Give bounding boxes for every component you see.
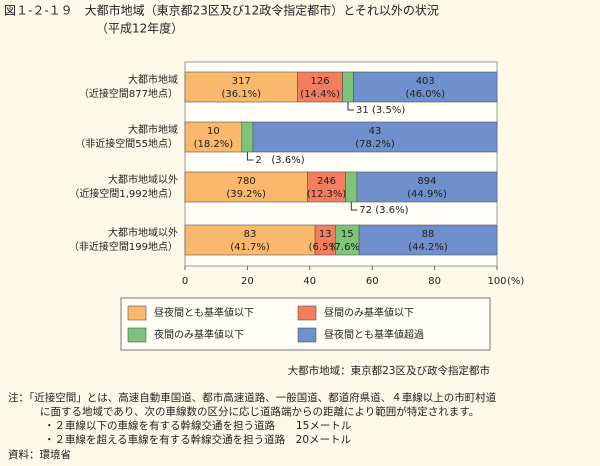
legend-label: 昼夜間とも基準値以下 — [154, 306, 254, 319]
callout-line — [347, 102, 355, 111]
count-label: 317 — [232, 76, 251, 87]
x-tick-label: 0 — [182, 276, 188, 287]
count-label: 780 — [237, 176, 256, 187]
bar-segment — [241, 121, 254, 153]
count-label: 13 — [319, 229, 332, 240]
legend-swatch — [127, 305, 147, 321]
count-label: 2 — [255, 155, 261, 166]
count-label: 72 — [359, 205, 372, 216]
footnote: 注：「近接空間」とは、高速自動車国道、都市高速道路、一般国道、都道府県道、４車線… — [8, 391, 497, 404]
y-tick-sublabel: （非近接空間55地点） — [75, 137, 178, 150]
legend-swatch — [297, 305, 317, 321]
value-label: (18.2%) — [194, 139, 234, 150]
bar-segment — [252, 121, 498, 153]
count-label: 126 — [311, 76, 330, 87]
y-tick-sublabel: （近接空間877地点） — [79, 87, 178, 100]
value-label: (3.5%) — [372, 105, 405, 116]
source: 資料：環境省 — [8, 448, 71, 461]
y-tick-sublabel: （非近接空間199地点） — [69, 240, 178, 253]
count-label: 403 — [416, 76, 435, 87]
value-label: (3.6%) — [375, 205, 408, 216]
legend-swatch — [127, 327, 147, 343]
value-label: (6.5%) — [309, 242, 342, 253]
value-label: (44.9%) — [407, 189, 447, 200]
count-label: 10 — [207, 126, 220, 137]
value-label: (12.3%) — [307, 189, 347, 200]
count-label: 31 — [356, 105, 369, 116]
value-label: (7.6%) — [331, 242, 364, 253]
y-tick-label: 大都市地域 — [128, 73, 178, 86]
legend-label: 夜間のみ基準値以下 — [154, 328, 244, 341]
x-tick-label: 80 — [428, 276, 441, 287]
bar-segment — [356, 171, 498, 203]
bar-segment — [345, 171, 358, 203]
value-label: (41.7%) — [230, 242, 270, 253]
bar-segment — [307, 171, 346, 203]
x-tick-label: 100 — [487, 276, 506, 287]
bar-segment — [184, 121, 243, 153]
y-tick-sublabel: （近接空間1,992地点） — [69, 187, 178, 200]
chart-title: 図１-２-１９ 大都市地域（東京都23区及び12政令指定都市）とそれ以外の状況 — [4, 3, 439, 18]
bar-segment — [184, 224, 316, 256]
count-label: 246 — [317, 176, 336, 187]
count-label: 43 — [369, 126, 382, 137]
chart-subtitle: （平成12年度） — [96, 21, 183, 36]
count-label: 894 — [417, 176, 436, 187]
count-label: 83 — [244, 229, 257, 240]
y-tick-label: 大都市地域以外 — [108, 226, 178, 239]
note: 大都市地域：東京都23区及び政令指定都市 — [288, 364, 490, 377]
callout-line — [246, 152, 254, 161]
x-unit: (%) — [507, 276, 524, 287]
value-label: (46.0%) — [405, 89, 445, 100]
legend-swatch — [297, 327, 317, 343]
count-label: 88 — [422, 229, 435, 240]
y-tick-label: 大都市地域 — [128, 123, 178, 136]
footnote: ・２車線以下の車線を有する幹線交通を担う道路 15メートル — [44, 419, 351, 432]
value-label: (78.2%) — [355, 139, 395, 150]
x-tick-label: 60 — [366, 276, 379, 287]
bar-segment — [297, 71, 343, 103]
value-label: (14.4%) — [300, 89, 340, 100]
value-label: (39.2%) — [226, 189, 266, 200]
y-tick-label: 大都市地域以外 — [108, 173, 178, 186]
legend-label: 昼夜間とも基準値超過 — [324, 328, 424, 341]
value-label: (44.2%) — [408, 242, 448, 253]
count-label: 15 — [341, 229, 354, 240]
x-tick-label: 40 — [303, 276, 316, 287]
footnote: に面する地域であり、次の車線数の区分に応じ道路端からの距離により範囲が特定されま… — [40, 405, 479, 418]
value-label: (3.6%) — [271, 155, 304, 166]
bar-segment — [184, 71, 298, 103]
callout-line — [350, 202, 358, 211]
value-label: (36.1%) — [222, 89, 262, 100]
bar-segment — [358, 224, 498, 256]
legend-label: 昼間のみ基準値以下 — [324, 306, 414, 319]
x-tick-label: 20 — [241, 276, 254, 287]
bar-segment — [342, 71, 354, 103]
footnote: ・２車線を超える車線を有する幹線交通を担う道路 20メートル — [44, 433, 351, 446]
bar-segment — [353, 71, 498, 103]
